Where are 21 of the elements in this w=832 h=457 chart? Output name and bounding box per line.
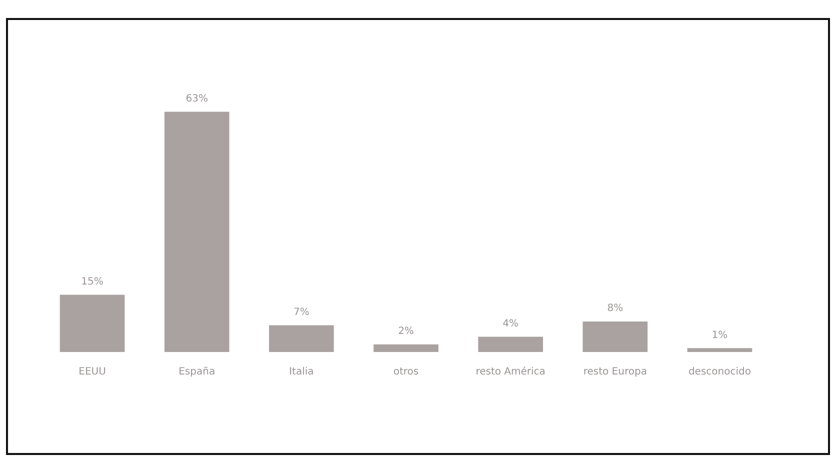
- x-tick-label: resto Europa: [583, 366, 647, 378]
- bar: [60, 294, 125, 352]
- data-label: 7%: [293, 306, 310, 318]
- x-tick-label: España: [178, 366, 216, 378]
- bar: [582, 321, 648, 352]
- data-label: 2%: [398, 326, 414, 337]
- data-label: 63%: [186, 93, 208, 104]
- x-tick-label: EEUU: [78, 366, 106, 378]
- bar: [687, 348, 752, 352]
- x-tick-label: otros: [393, 366, 419, 378]
- x-tick-label: desconocido: [688, 366, 751, 378]
- bar: [269, 325, 334, 352]
- x-tick-label: Italia: [289, 366, 314, 378]
- data-label: 4%: [502, 318, 519, 330]
- bar: [374, 344, 438, 352]
- data-label: 1%: [712, 330, 728, 341]
- x-tick-label: resto América: [476, 366, 546, 378]
- bar: [478, 336, 543, 352]
- data-label: 8%: [607, 303, 624, 314]
- bar: [164, 112, 230, 352]
- data-label: 15%: [81, 276, 104, 288]
